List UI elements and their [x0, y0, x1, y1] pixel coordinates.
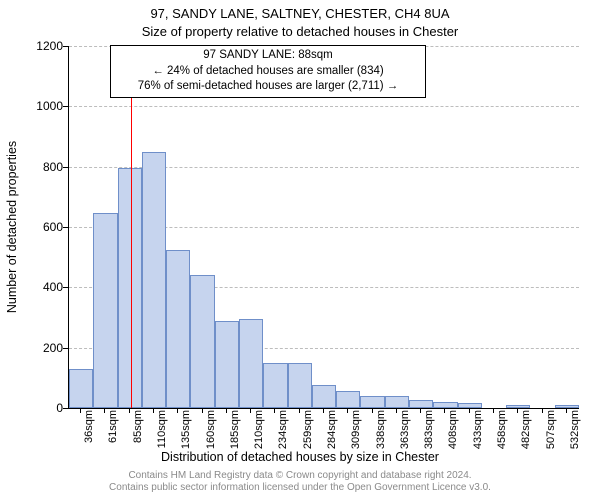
y-tick: [63, 408, 68, 409]
x-tick: [542, 408, 543, 413]
title-sub: Size of property relative to detached ho…: [0, 24, 600, 39]
info-line-1: 97 SANDY LANE: 88sqm: [117, 48, 419, 64]
histogram-bar: [288, 363, 312, 408]
x-tick: [202, 408, 203, 413]
x-tick: [347, 408, 348, 413]
histogram-bar: [360, 396, 384, 408]
x-tick: [396, 408, 397, 413]
x-tick-label: 309sqm: [350, 410, 362, 458]
x-tick: [177, 408, 178, 413]
x-tick: [129, 408, 130, 413]
histogram-bar: [409, 400, 433, 408]
histogram-bar: [555, 405, 579, 408]
histogram-bar: [142, 152, 166, 408]
x-tick-label: 458sqm: [496, 410, 508, 458]
x-tick-label: 234sqm: [277, 410, 289, 458]
x-tick-label: 408sqm: [447, 410, 459, 458]
histogram-bar: [118, 168, 142, 408]
y-tick: [63, 46, 68, 47]
y-tick: [63, 227, 68, 228]
histogram-bar: [336, 391, 360, 408]
histogram-bar: [263, 363, 287, 408]
x-tick: [153, 408, 154, 413]
histogram-bar: [239, 319, 263, 408]
x-tick: [566, 408, 567, 413]
x-tick: [372, 408, 373, 413]
histogram-bar: [433, 402, 457, 408]
x-tick-label: 160sqm: [205, 410, 217, 458]
histogram-bar: [166, 250, 190, 408]
y-tick-label: 1000: [13, 99, 63, 113]
x-tick-label: 284sqm: [326, 410, 338, 458]
y-tick: [63, 287, 68, 288]
y-tick: [63, 106, 68, 107]
chart-container: 97, SANDY LANE, SALTNEY, CHESTER, CH4 8U…: [0, 0, 600, 500]
x-tick-label: 110sqm: [156, 410, 168, 458]
histogram-bar: [506, 405, 530, 408]
x-tick: [420, 408, 421, 413]
x-tick-label: 507sqm: [545, 410, 557, 458]
x-tick-label: 210sqm: [253, 410, 265, 458]
y-tick-label: 600: [13, 220, 63, 234]
x-tick-label: 185sqm: [229, 410, 241, 458]
x-tick: [299, 408, 300, 413]
reference-line: [131, 46, 132, 408]
x-tick-label: 363sqm: [399, 410, 411, 458]
x-tick: [444, 408, 445, 413]
y-tick: [63, 348, 68, 349]
y-tick-label: 200: [13, 341, 63, 355]
x-tick: [104, 408, 105, 413]
info-box: 97 SANDY LANE: 88sqm ← 24% of detached h…: [110, 45, 426, 98]
x-tick-label: 433sqm: [472, 410, 484, 458]
y-tick-label: 0: [13, 401, 63, 415]
y-tick-label: 800: [13, 160, 63, 174]
x-tick: [274, 408, 275, 413]
plot-area: [68, 46, 579, 409]
info-line-3: 76% of semi-detached houses are larger (…: [117, 79, 419, 95]
x-tick: [80, 408, 81, 413]
x-tick: [323, 408, 324, 413]
histogram-bar: [215, 321, 239, 408]
footer: Contains HM Land Registry data © Crown c…: [0, 470, 600, 494]
info-line-2: ← 24% of detached houses are smaller (83…: [117, 64, 419, 80]
y-tick: [63, 167, 68, 168]
grid-line: [69, 106, 579, 107]
x-tick-label: 135sqm: [180, 410, 192, 458]
y-tick-label: 400: [13, 280, 63, 294]
histogram-bar: [69, 369, 93, 408]
x-tick: [226, 408, 227, 413]
title-main: 97, SANDY LANE, SALTNEY, CHESTER, CH4 8U…: [0, 6, 600, 21]
footer-line-1: Contains HM Land Registry data © Crown c…: [0, 470, 600, 482]
histogram-bar: [190, 275, 214, 408]
footer-line-2: Contains public sector information licen…: [0, 482, 600, 494]
x-tick: [469, 408, 470, 413]
x-tick-label: 383sqm: [423, 410, 435, 458]
histogram-bar: [385, 396, 409, 408]
histogram-bar: [93, 213, 117, 408]
x-tick: [493, 408, 494, 413]
x-tick-label: 532sqm: [569, 410, 581, 458]
x-tick-label: 338sqm: [375, 410, 387, 458]
y-tick-label: 1200: [13, 39, 63, 53]
x-tick-label: 61sqm: [107, 410, 119, 458]
x-tick-label: 36sqm: [83, 410, 95, 458]
x-tick-label: 482sqm: [520, 410, 532, 458]
x-tick-label: 259sqm: [302, 410, 314, 458]
x-tick-label: 85sqm: [132, 410, 144, 458]
histogram-bar: [312, 385, 336, 408]
histogram-bar: [458, 403, 482, 408]
x-tick: [517, 408, 518, 413]
x-tick: [250, 408, 251, 413]
